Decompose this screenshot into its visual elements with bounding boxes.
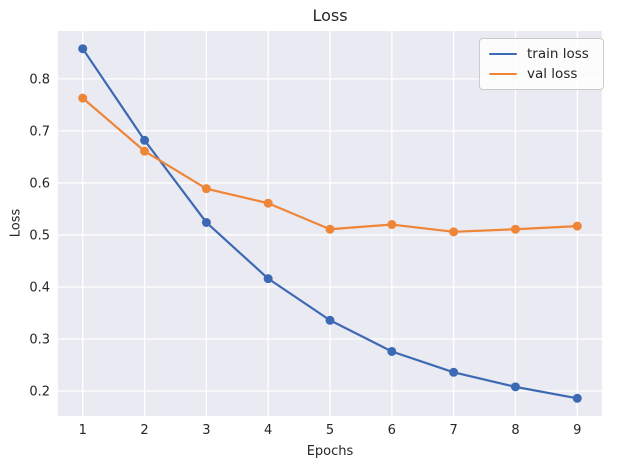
gridlines-group: [58, 31, 602, 416]
data-point-val-loss: [263, 198, 273, 208]
legend-entry-train-loss: train loss: [489, 44, 593, 64]
legend: train loss val loss: [479, 38, 604, 90]
tick-labels-group: 1 2 3 4 5 6 7 8 9 0.2 0.3 0.4 0.5 0.6 0.7 0.8: [29, 72, 581, 438]
legend-label-val-loss: val loss: [527, 66, 578, 82]
legend-label-train-loss: train loss: [527, 46, 589, 62]
data-point-val-loss: [78, 93, 88, 103]
legend-entry-val-loss: val loss: [489, 64, 593, 84]
data-point-train-loss: [78, 44, 88, 54]
x-axis-label: Epochs: [306, 444, 354, 459]
y-tick-label: 0.7: [29, 124, 50, 139]
legend-swatch-train-loss: [489, 52, 517, 56]
x-tick-label: 2: [140, 423, 148, 438]
x-tick-label: 1: [79, 423, 87, 438]
x-tick-label: 6: [388, 423, 396, 438]
y-tick-label: 0.2: [29, 385, 50, 400]
data-point-train-loss: [510, 382, 520, 392]
data-point-train-loss: [140, 135, 150, 145]
x-tick-label: 7: [449, 423, 457, 438]
data-point-train-loss: [449, 367, 459, 377]
x-tick-label: 4: [264, 423, 272, 438]
y-tick-label: 0.6: [29, 176, 50, 191]
y-tick-label: 0.3: [29, 333, 50, 348]
chart-title: Loss: [312, 6, 348, 25]
series-group: [78, 44, 582, 403]
data-point-val-loss: [449, 227, 459, 237]
data-point-val-loss: [510, 224, 520, 234]
x-tick-label: 9: [573, 423, 581, 438]
data-point-val-loss: [325, 224, 335, 234]
x-tick-label: 8: [511, 423, 519, 438]
x-tick-label: 5: [326, 423, 334, 438]
data-point-train-loss: [201, 217, 211, 227]
legend-swatch-val-loss: [489, 72, 517, 76]
data-point-train-loss: [263, 274, 273, 284]
data-point-train-loss: [325, 315, 335, 325]
x-tick-label: 3: [202, 423, 210, 438]
y-tick-label: 0.8: [29, 72, 50, 87]
data-point-val-loss: [387, 220, 397, 230]
data-point-train-loss: [572, 393, 582, 403]
data-point-train-loss: [387, 346, 397, 356]
y-tick-label: 0.5: [29, 228, 50, 243]
data-point-val-loss: [201, 184, 211, 194]
data-point-val-loss: [572, 221, 582, 231]
y-axis-label: Loss: [8, 208, 24, 238]
data-point-val-loss: [140, 146, 150, 156]
y-tick-label: 0.4: [29, 280, 50, 295]
